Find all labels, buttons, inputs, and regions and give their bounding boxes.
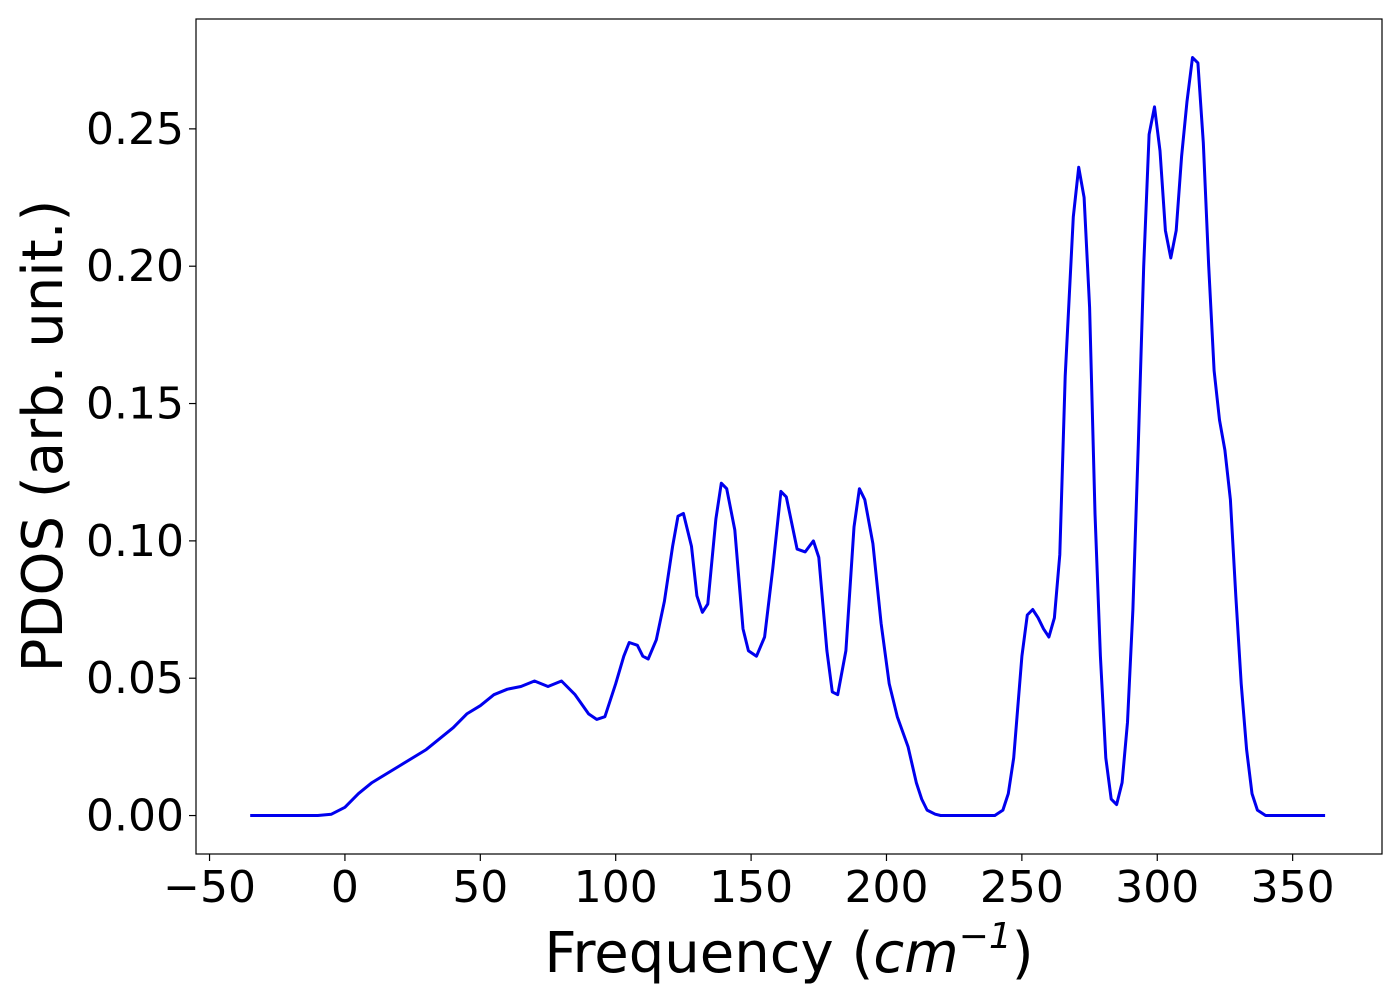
x-tick-label: 150 bbox=[709, 862, 793, 913]
y-tick-label: 0.25 bbox=[86, 104, 184, 155]
y-tick-label: 0.05 bbox=[86, 653, 184, 704]
x-tick-label: 50 bbox=[452, 862, 508, 913]
y-tick-label: 0.00 bbox=[86, 791, 184, 842]
x-axis-label-var: cm bbox=[873, 921, 958, 986]
x-tick-label: 200 bbox=[844, 862, 928, 913]
y-tick-label: 0.15 bbox=[86, 379, 184, 430]
x-tick-label: 100 bbox=[574, 862, 658, 913]
y-axis-label: PDOS (arb. unit.) bbox=[11, 200, 76, 673]
x-axis-label-close: ) bbox=[1012, 921, 1034, 986]
x-tick-label: 350 bbox=[1251, 862, 1335, 913]
x-tick-label: −50 bbox=[163, 862, 256, 913]
y-axis-ticks: 0.00 0.05 0.10 0.15 0.20 0.25 bbox=[86, 104, 196, 842]
x-axis-label-exp: −1 bbox=[959, 916, 1012, 957]
x-tick-label: 250 bbox=[980, 862, 1064, 913]
y-tick-label: 0.20 bbox=[86, 241, 184, 292]
plot-frame bbox=[195, 18, 1383, 855]
x-axis-label: Frequency (cm−1) bbox=[544, 916, 1033, 986]
y-tick-label: 0.10 bbox=[86, 516, 184, 567]
pdos-series-line bbox=[250, 56, 1326, 817]
x-tick-label: 300 bbox=[1115, 862, 1199, 913]
x-tick-label: 0 bbox=[331, 862, 359, 913]
x-axis-ticks: −50 0 50 100 150 200 250 300 350 bbox=[163, 854, 1335, 913]
x-axis-label-text: Frequency ( bbox=[544, 921, 873, 986]
